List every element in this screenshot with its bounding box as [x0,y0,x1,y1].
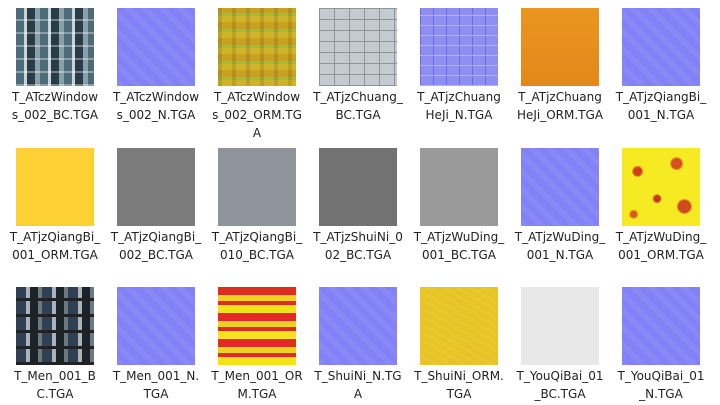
thumbnail[interactable] [319,8,397,86]
thumbnail[interactable] [420,8,498,86]
thumbnail[interactable] [117,287,195,365]
thumbnail[interactable] [117,147,195,226]
file-name[interactable]: T_ATjzQiangBi_010_BC.TGA [211,229,303,262]
thumbnail[interactable] [117,8,195,86]
file-name[interactable]: T_ATjzChuangHeJi_ORM.TGA [516,90,604,122]
thumbnail[interactable] [521,8,599,86]
thumbnail[interactable] [622,8,700,86]
thumbnail[interactable] [218,287,296,365]
file-name[interactable]: T_ATczWindows_002_ORM.TGA [212,90,302,140]
file-name[interactable]: T_Men_001_BC.TGA [14,369,96,401]
file-name[interactable]: T_YouQiBai_01_N.TGA [617,369,705,401]
thumbnail[interactable] [218,147,296,226]
file-name[interactable]: T_YouQiBai_01_BC.TGA [516,369,604,401]
file-name[interactable]: T_ATjzWuDing_001_ORM.TGA [615,229,707,262]
file-name[interactable]: T_Men_001_ORM.TGA [211,369,303,401]
file-name[interactable]: T_ATjzWuDing_001_N.TGA [514,229,606,262]
file-name[interactable]: T_ATjzChuang_BC.TGA [313,90,403,122]
thumbnail[interactable] [319,287,397,365]
file-name[interactable]: T_ATjzQiangBi_001_ORM.TGA [9,229,101,262]
file-name[interactable]: T_ShuiNi_ORM.TGA [414,369,504,401]
thumbnail[interactable] [420,147,498,226]
thumbnail[interactable] [622,147,700,226]
file-name[interactable]: T_ATjzWuDing_001_BC.TGA [413,229,505,262]
file-name[interactable]: T_ATjzQiangBi_001_N.TGA [615,90,707,122]
file-name[interactable]: T_ATjzChuangHeJi_N.TGA [417,90,501,122]
thumbnail[interactable] [16,287,94,365]
thumbnail[interactable] [218,8,296,86]
thumbnail[interactable] [622,287,700,365]
thumbnail[interactable] [521,287,599,365]
file-name[interactable]: T_ATczWindows_002_BC.TGA [11,90,99,122]
file-name[interactable]: T_ShuiNi_N.TGA [314,369,402,401]
thumbnail[interactable] [16,8,94,86]
thumbnail[interactable] [16,147,94,226]
thumbnail[interactable] [319,147,397,226]
file-name[interactable]: T_ATjzQiangBi_002_BC.TGA [110,229,202,262]
file-name[interactable]: T_ATjzShuiNi_002_BC.TGA [313,229,403,262]
file-name[interactable]: T_Men_001_N.TGA [112,369,200,401]
file-name[interactable]: T_ATczWindows_002_N.TGA [112,90,200,122]
thumbnail[interactable] [420,287,498,365]
thumbnail[interactable] [521,147,599,226]
